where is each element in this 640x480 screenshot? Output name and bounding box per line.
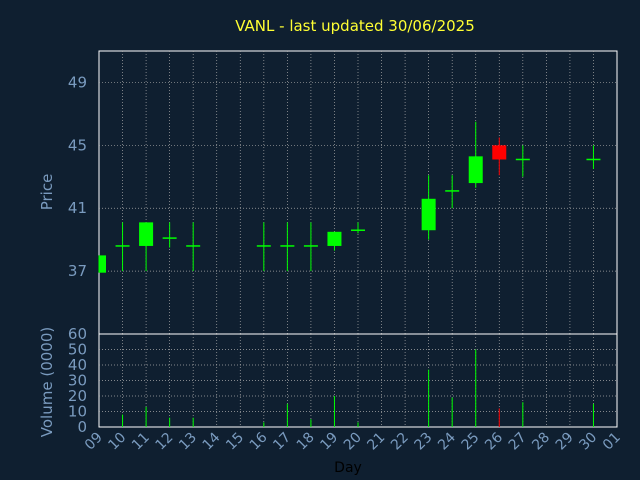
candle-body [327,231,342,246]
volume-tick-label: 30 [68,372,87,390]
candle [586,145,601,169]
x-tick-label: 27 [506,430,530,454]
x-tick-label: 19 [317,430,341,454]
x-tick-label: 15 [223,430,247,454]
x-tick-label: 17 [270,430,294,454]
candle [280,222,295,272]
x-tick-label: 22 [388,430,412,454]
candle-body [492,145,507,160]
volume-tick-label: 40 [68,356,87,374]
candle [351,222,365,234]
price-tick-label: 41 [68,199,87,217]
x-tick-label: 13 [176,430,200,454]
volume-tick-label: 10 [68,403,87,421]
volume-tick-label: 0 [77,418,87,436]
price-axis-label: Price [38,174,56,211]
candle [327,231,342,251]
x-tick-label: 29 [553,430,577,454]
x-tick-label: 23 [412,430,436,454]
candle-body [99,255,106,273]
x-tick-label: 30 [576,430,600,454]
candle-body [421,198,436,231]
x-tick-label: 12 [153,430,177,454]
candle [515,145,530,177]
x-tick-labels: 09 10 11 12 13 14 15 16 17 18 19 20 21 22 23 24 25 26 27 28… [82,429,624,453]
candle [421,175,436,240]
x-tick-label: 14 [200,429,224,453]
x-tick-label: 28 [529,430,553,454]
candle [445,175,460,209]
volume-tick-label: 60 [68,325,87,343]
price-panel: 37 41 45 49 [68,50,618,335]
x-tick-label: 11 [129,430,153,454]
x-tick-label: 21 [364,430,388,454]
volume-tick-label: 50 [68,341,87,359]
candle [492,137,507,176]
volume-axis-label: Volume (0000) [38,327,56,437]
x-tick-label: 25 [459,430,483,454]
candle [256,222,271,272]
x-tick-label: 10 [105,430,129,454]
candle-body [468,156,483,184]
x-tick-label: 01 [600,430,624,454]
x-tick-label: 24 [435,429,459,453]
candle [468,121,483,188]
volume-tick-label: 20 [68,387,87,405]
price-tick-label: 45 [68,136,87,154]
x-tick-label: 26 [482,429,506,453]
x-tick-label: 18 [294,430,318,454]
candle [139,222,154,272]
candle-body [139,222,154,246]
candle [98,255,106,273]
x-tick-label: 16 [247,429,271,453]
candle [186,222,201,272]
x-tick-label: 20 [341,430,365,454]
candle [162,222,177,248]
price-tick-label: 49 [68,73,87,91]
chart-title: VANL - last updated 30/06/2025 [235,17,475,35]
candle [303,222,318,272]
candle [115,222,130,272]
x-axis-label: Day [334,460,362,476]
price-tick-label: 37 [68,262,87,280]
